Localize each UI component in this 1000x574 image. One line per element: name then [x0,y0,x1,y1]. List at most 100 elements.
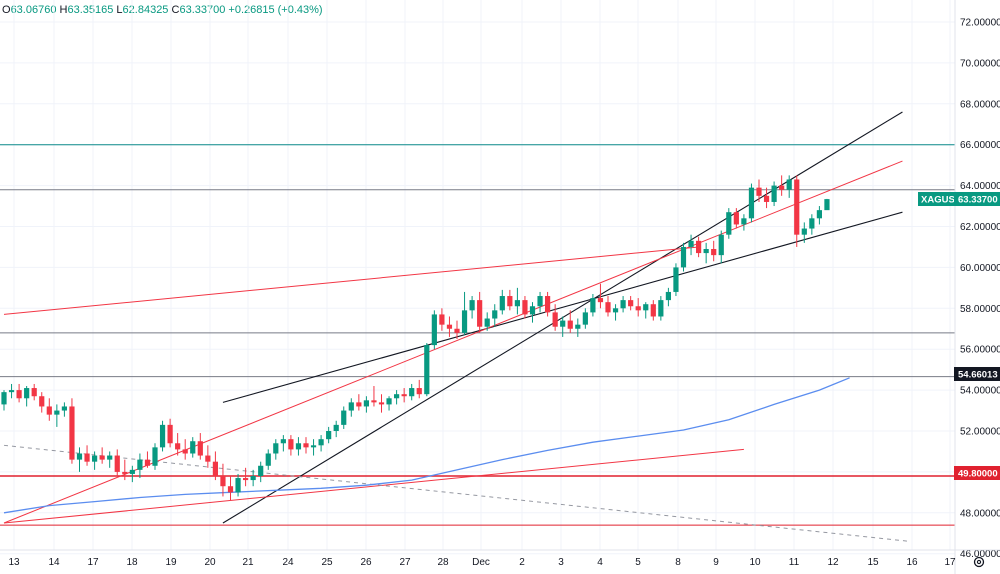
candle-body [461,310,468,333]
candle-up [499,289,505,315]
candle-up [514,287,520,315]
candle-down [205,445,211,468]
trend-line [3,448,744,524]
candle-down [182,439,188,460]
candle-body [394,394,400,399]
level-badge-a-text: 54.66013 [958,370,998,381]
candle-body [137,459,143,470]
candle-up [348,398,354,417]
candle-down [733,208,739,229]
candle-body [635,306,641,311]
candle-up [190,437,196,458]
candle-down [446,316,453,337]
price-axis[interactable]: 72.00000 70.00000 68.00000 66.00000 64.00000… [954,0,1000,574]
candle-body [54,410,60,415]
candle-body [295,443,302,450]
candle-up [665,287,671,307]
candle-body [92,455,98,462]
candle-up [612,304,619,321]
horizontal-levels[interactable] [0,144,955,526]
candle-body [371,400,377,403]
candle-body [733,212,739,225]
candle-down [507,289,513,311]
candle-body [620,300,626,309]
candle-down [628,296,634,311]
candle-body [258,465,264,476]
x-tick-label: 13 [8,557,20,568]
time-axis[interactable]: 13 14 17 18 19 20 21 24 25 26 27 28 Dec 2 3 4 5 8 9 10 11 12 1… [0,549,1000,568]
candle-down [243,467,249,487]
candle-body [771,185,777,202]
candle-body [665,291,671,301]
candle-body [492,310,498,319]
candle-up [250,469,256,487]
candle-body [31,388,37,397]
candle-up [24,386,30,407]
candle-down [567,310,573,333]
candle-up [92,451,98,470]
y-tick-label: 72.00000 [960,18,1000,29]
candle-up [643,302,649,319]
candle-body [250,475,256,481]
candle-body [824,199,830,211]
x-tick-label: 4 [597,557,603,568]
price-badges: XAGUSD 63.33700 54.66013 49.80000 [918,192,1000,480]
candle-body [756,187,762,196]
candle-up [461,291,468,335]
candle-body [129,469,135,474]
candle-down [227,475,234,501]
candle-body [197,441,203,456]
y-tick-label: 66.00000 [960,140,1000,151]
channel-line [222,211,903,403]
candle-up [76,447,83,472]
candle-down [144,451,151,468]
candle-up [235,473,241,497]
candle-down [84,445,90,466]
candle-body [507,296,513,307]
candle-body [477,300,483,327]
candle-up [61,402,67,417]
candle-body [567,320,573,329]
candle-down [794,175,800,247]
gear-icon[interactable] [973,556,985,568]
candle-down [454,320,460,339]
candle-body [288,439,294,450]
candle-up [718,230,724,264]
candle-down [197,433,203,460]
candle-up [333,420,339,438]
candle-body [220,475,226,487]
candle-down [303,437,309,454]
candle-body [529,306,536,315]
candle-body [190,441,196,454]
x-tick-label: 19 [165,557,177,568]
candle-body [582,312,588,325]
candle-down [122,459,128,481]
change-value: +0.26815 (+0.43%) [228,4,323,16]
candle-body [446,324,453,329]
candle-up [673,263,679,297]
candle-up [341,406,347,429]
candle-down [696,236,702,258]
candle-body [273,443,279,454]
candle-body [816,210,822,219]
candle-up [816,206,822,225]
candle-up [529,302,536,323]
candle-body [779,185,785,190]
candle-down [114,449,120,476]
candle-body [326,431,332,440]
candle-body [409,388,415,397]
candle-up [326,426,332,444]
candle-up [658,296,664,321]
high-value: 63.35165 [67,4,114,16]
low-value: 62.84325 [122,4,169,16]
candle-down [605,296,611,317]
candle-body [597,298,604,303]
x-tick-label: 24 [282,557,294,568]
candle-body [69,406,75,460]
candle-body [688,240,694,247]
candle-up [726,208,732,239]
symbol-badge-text: XAGUSD [921,195,962,206]
candle-body [560,320,566,327]
candle-down [756,179,762,202]
